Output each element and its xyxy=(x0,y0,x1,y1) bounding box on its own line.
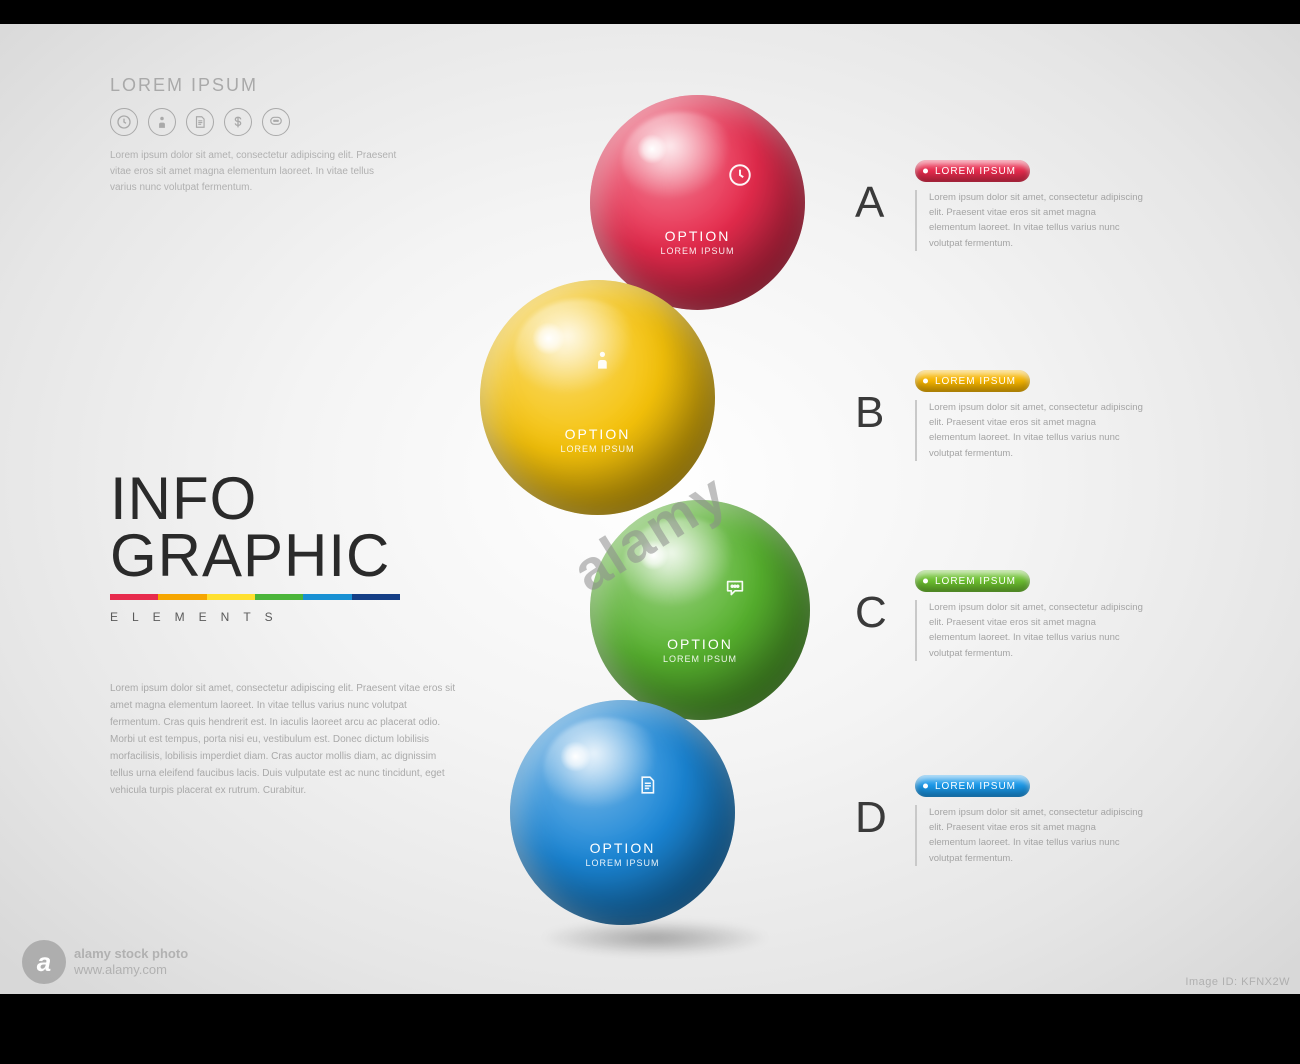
option-pill: LOREM IPSUM xyxy=(915,775,1030,797)
letterbox-top xyxy=(0,0,1300,24)
clock-icon xyxy=(727,162,753,188)
sphere-option-label: OPTION xyxy=(590,636,810,652)
document-icon xyxy=(637,772,658,798)
sphere-b: OPTION LOREM IPSUM xyxy=(480,280,715,515)
header-icon-row xyxy=(110,108,400,136)
sphere-option-label: OPTION xyxy=(480,426,715,442)
option-pill: LOREM IPSUM xyxy=(915,370,1030,392)
sphere-c: OPTION LOREM IPSUM xyxy=(590,500,810,720)
watermark-logo-letter: a xyxy=(22,940,66,984)
infographic-stage: LOREM IPSUM Lorem ipsum dolor sit amet, … xyxy=(0,0,1300,1064)
person-icon xyxy=(592,347,613,373)
sphere-option-sub: LOREM IPSUM xyxy=(480,444,715,454)
ground-shadow xyxy=(540,920,770,956)
clock-icon xyxy=(110,108,138,136)
person-icon xyxy=(148,108,176,136)
sphere-d: OPTION LOREM IPSUM xyxy=(510,700,735,925)
sphere-option-label: OPTION xyxy=(510,840,735,856)
main-title-line2: GRAPHIC xyxy=(110,527,400,584)
option-body: Lorem ipsum dolor sit amet, consectetur … xyxy=(915,400,1145,461)
watermark-logo: a alamy stock photo www.alamy.com xyxy=(22,940,188,984)
color-stripe xyxy=(110,594,400,600)
main-title-sub: ELEMENTS xyxy=(110,610,400,624)
document-icon xyxy=(186,108,214,136)
watermark-image-id: Image ID: KFNX2W xyxy=(1185,976,1290,988)
watermark-brand: alamy stock photo xyxy=(74,946,188,962)
sphere-a: OPTION LOREM IPSUM xyxy=(590,95,805,310)
main-title-line1: INFO xyxy=(110,470,400,527)
header-block: LOREM IPSUM Lorem ipsum dolor sit amet, … xyxy=(110,75,400,196)
chat-icon xyxy=(262,108,290,136)
option-letter: D xyxy=(855,793,887,843)
dollar-icon xyxy=(224,108,252,136)
sphere-option-label: OPTION xyxy=(590,228,805,244)
sphere-option-sub: LOREM IPSUM xyxy=(590,654,810,664)
left-paragraph: Lorem ipsum dolor sit amet, consectetur … xyxy=(110,680,460,799)
sphere-option-sub: LOREM IPSUM xyxy=(590,246,805,256)
option-letter: B xyxy=(855,388,884,438)
option-body: Lorem ipsum dolor sit amet, consectetur … xyxy=(915,805,1145,866)
chat-icon xyxy=(722,577,748,599)
sphere-option-sub: LOREM IPSUM xyxy=(510,858,735,868)
option-body: Lorem ipsum dolor sit amet, consectetur … xyxy=(915,190,1145,251)
option-letter: A xyxy=(855,178,884,228)
option-pill: LOREM IPSUM xyxy=(915,160,1030,182)
letterbox-bottom xyxy=(0,994,1300,1064)
option-letter: C xyxy=(855,588,887,638)
watermark-logo-text: alamy stock photo www.alamy.com xyxy=(74,946,188,977)
option-body: Lorem ipsum dolor sit amet, consectetur … xyxy=(915,600,1145,661)
watermark-url: www.alamy.com xyxy=(74,962,188,978)
header-title: LOREM IPSUM xyxy=(110,75,400,96)
option-pill: LOREM IPSUM xyxy=(915,570,1030,592)
main-title-block: INFO GRAPHIC ELEMENTS xyxy=(110,470,400,624)
header-description: Lorem ipsum dolor sit amet, consectetur … xyxy=(110,148,400,196)
